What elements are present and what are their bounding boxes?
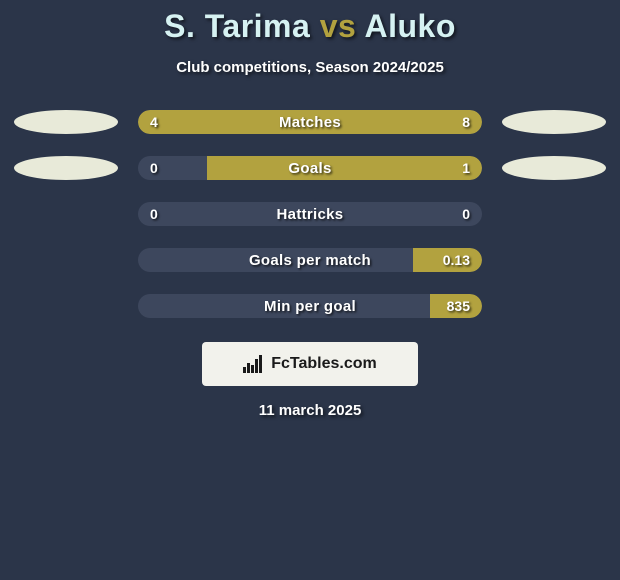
stat-bar: 00Hattricks (138, 202, 482, 226)
bar-label: Min per goal (138, 294, 482, 318)
player-right-badge (502, 156, 606, 180)
stat-row: 00Hattricks (0, 202, 620, 226)
stat-row: 835Min per goal (0, 294, 620, 318)
footer-date: 11 march 2025 (259, 402, 362, 419)
title-part-right: Aluko (364, 8, 455, 44)
content-root: S. Tarima vs Aluko Club competitions, Se… (0, 0, 620, 580)
player-left-badge (14, 156, 118, 180)
bar-label: Goals (138, 156, 482, 180)
stat-rows: 48Matches 01Goals 00Hattricks 0.13Goals per… (0, 110, 620, 318)
subtitle: Club competitions, Season 2024/2025 (176, 59, 444, 76)
player-left-badge (14, 110, 118, 134)
stat-row: 48Matches (0, 110, 620, 134)
stat-bar: 835Min per goal (138, 294, 482, 318)
bar-label: Matches (138, 110, 482, 134)
bar-label: Hattricks (138, 202, 482, 226)
page-title: S. Tarima vs Aluko (164, 8, 456, 45)
stat-row: 01Goals (0, 156, 620, 180)
bar-label: Goals per match (138, 248, 482, 272)
stat-bar: 48Matches (138, 110, 482, 134)
bar-chart-icon (243, 355, 265, 373)
brand-card[interactable]: FcTables.com (202, 342, 418, 386)
title-part-vs: vs (310, 8, 364, 44)
stat-row: 0.13Goals per match (0, 248, 620, 272)
player-right-badge (502, 110, 606, 134)
title-part-left: S. Tarima (164, 8, 310, 44)
stat-bar: 0.13Goals per match (138, 248, 482, 272)
stat-bar: 01Goals (138, 156, 482, 180)
brand-text: FcTables.com (271, 355, 377, 373)
